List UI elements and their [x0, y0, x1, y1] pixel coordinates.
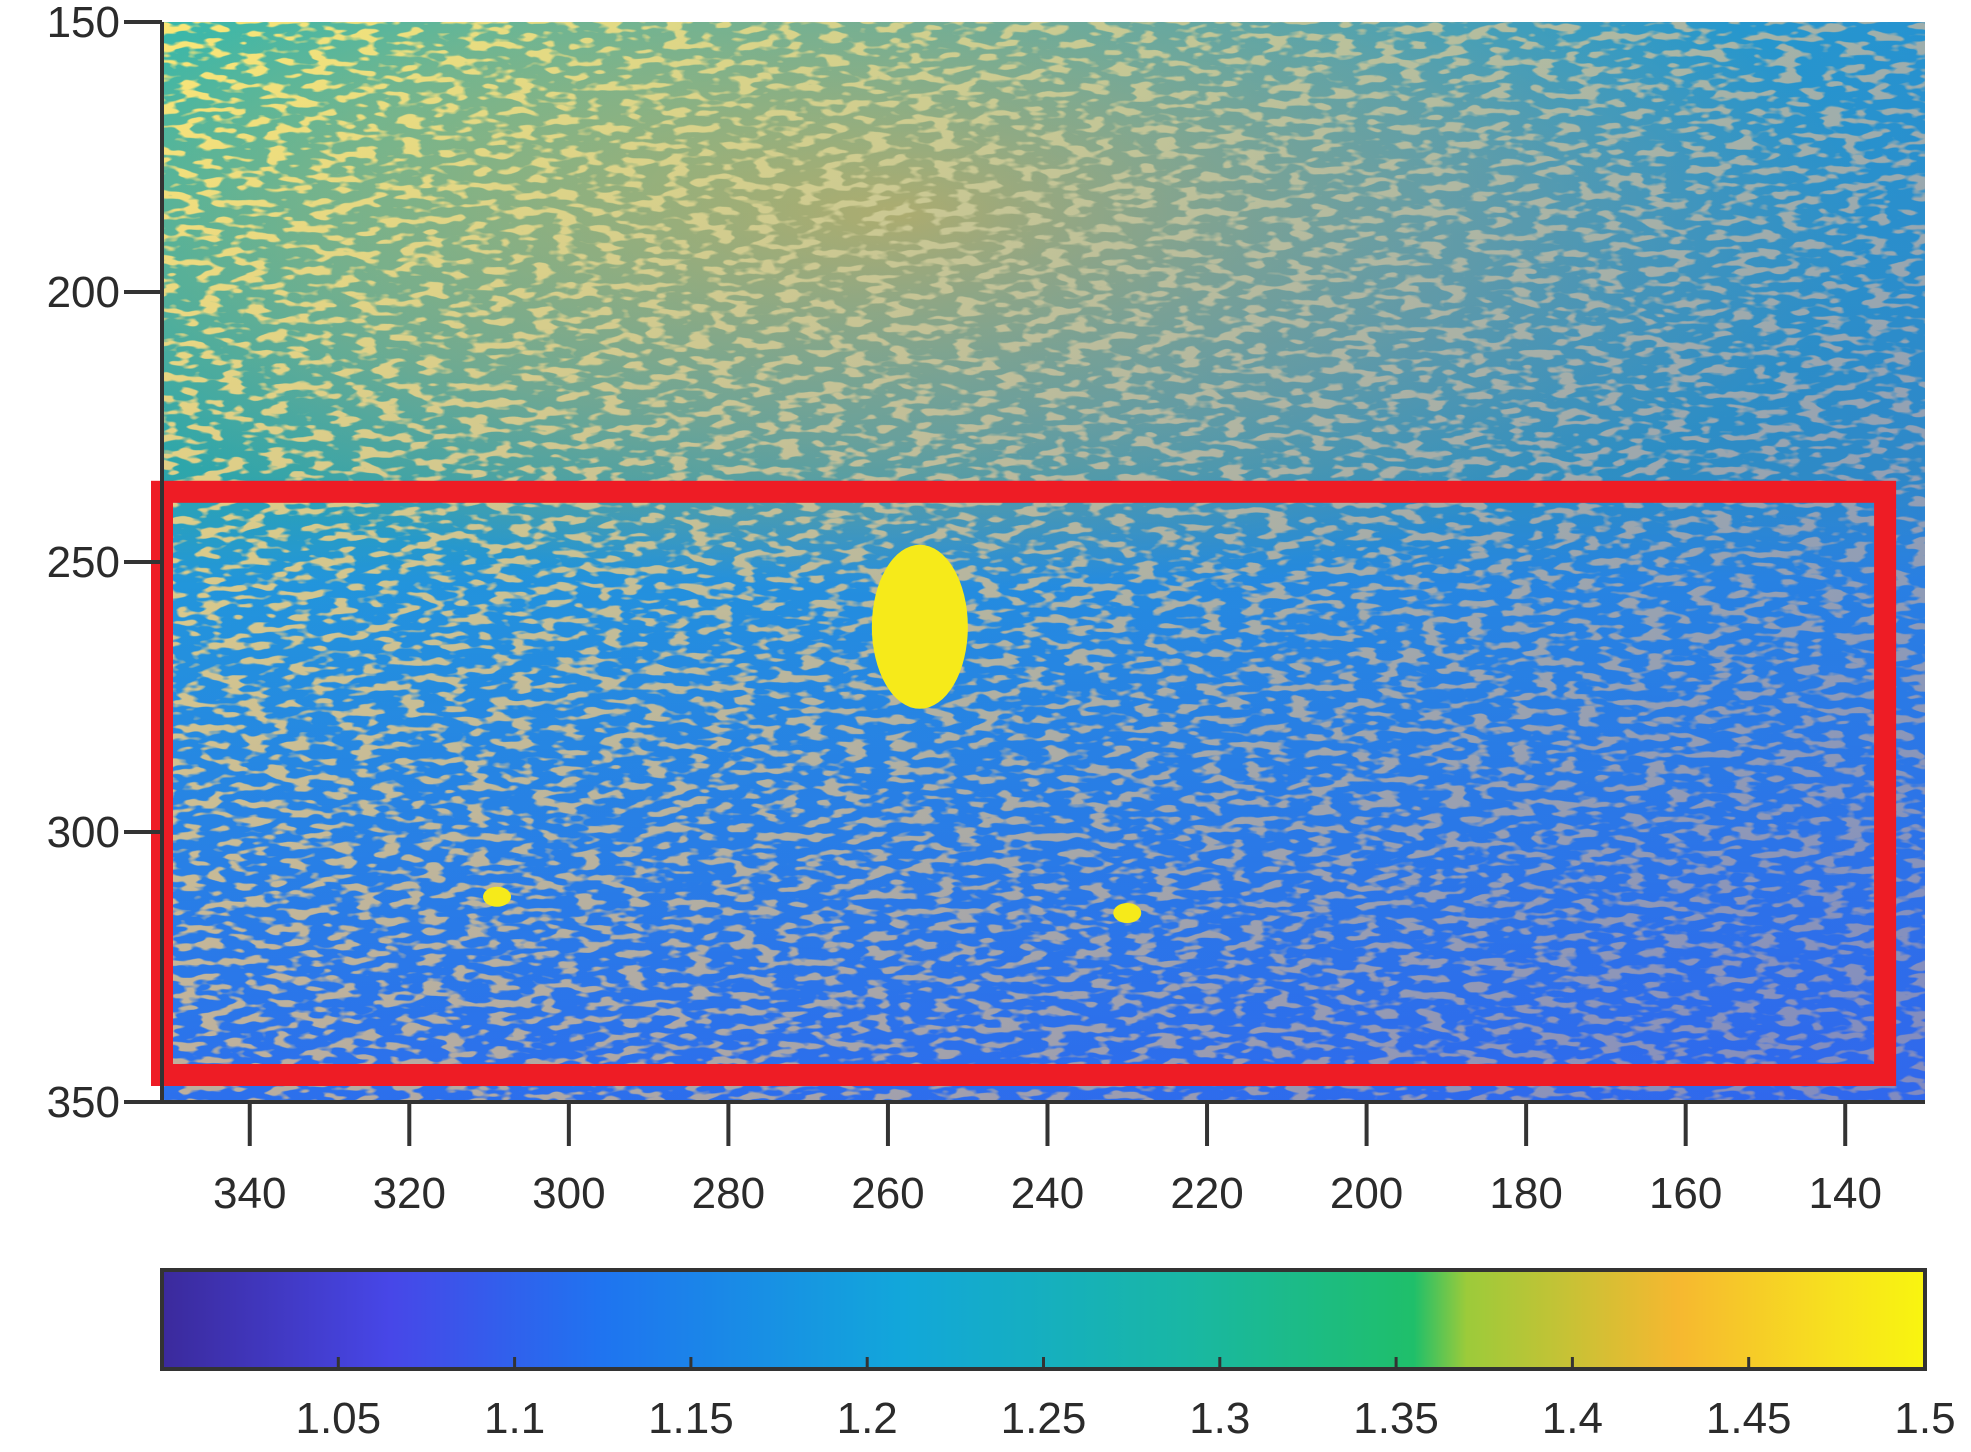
y-axis-ticks: 150 200 250 300 350	[47, 0, 162, 1127]
heatmap-bottom-shading	[162, 22, 1925, 1102]
x-tick-label: 320	[373, 1169, 446, 1218]
hotspot-mark	[483, 886, 512, 907]
x-tick-label: 300	[532, 1169, 605, 1218]
x-tick-label: 160	[1649, 1169, 1722, 1218]
colorbar-tick-label: 1.15	[648, 1394, 734, 1443]
heatmap-plot-area	[162, 22, 1925, 1102]
heatmap-hotspots	[483, 544, 1142, 923]
colorbar-tick-label: 1.45	[1706, 1394, 1792, 1443]
colorbar-tick-label: 1.4	[1542, 1394, 1603, 1443]
colorbar: 1.05 1.1 1.15 1.2 1.25 1.3 1.35 1.4 1.45 1.5	[160, 1268, 1956, 1443]
x-tick-label: 180	[1489, 1169, 1562, 1218]
y-tick-label: 250	[47, 538, 120, 587]
x-tick-label: 140	[1809, 1169, 1882, 1218]
x-tick-label: 220	[1170, 1169, 1243, 1218]
x-axis-ticks: 340 320 300 280 260 240 220 200 180 160 140	[213, 1102, 1882, 1218]
colorbar-gradient	[160, 1268, 1927, 1371]
colorbar-tick-label: 1.3	[1189, 1394, 1250, 1443]
y-tick-label: 300	[47, 808, 120, 857]
x-tick-label: 340	[213, 1169, 286, 1218]
colorbar-tick-label: 1.25	[1001, 1394, 1087, 1443]
axes: 150 200 250 300 350 340 320 300 280 260 240 220 200…	[47, 0, 1925, 1218]
colorbar-tick-label: 1.2	[837, 1394, 898, 1443]
x-tick-label: 240	[1011, 1169, 1084, 1218]
y-tick-label: 200	[47, 268, 120, 317]
x-tick-label: 260	[851, 1169, 924, 1218]
colorbar-tick-label: 1.35	[1353, 1394, 1439, 1443]
y-tick-label: 350	[47, 1078, 120, 1127]
x-tick-label: 280	[692, 1169, 765, 1218]
colorbar-tick-label: 1.05	[295, 1394, 381, 1443]
hotspot-mark	[1113, 903, 1142, 923]
colorbar-tick-label: 1.1	[484, 1394, 545, 1443]
hotspot-mark	[871, 544, 968, 709]
colorbar-tick-label: 1.5	[1894, 1394, 1955, 1443]
y-tick-label: 150	[47, 0, 120, 47]
colorbar-ticks: 1.05 1.1 1.15 1.2 1.25 1.3 1.35 1.4 1.45 1.5	[295, 1357, 1956, 1443]
x-tick-label: 200	[1330, 1169, 1403, 1218]
